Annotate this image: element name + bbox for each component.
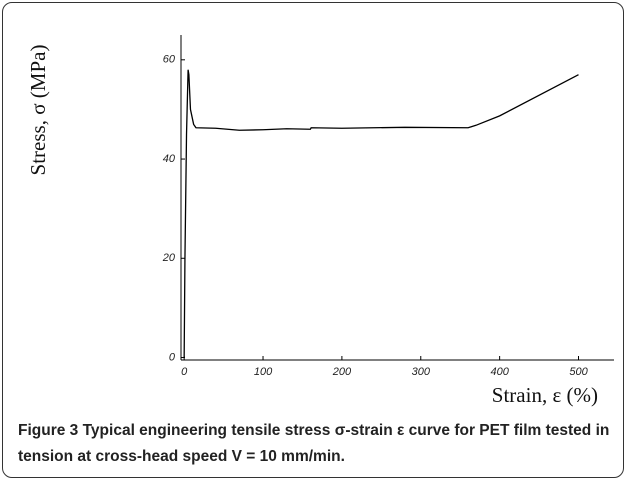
y-axis-title: Stress, σ (MPa) <box>26 45 50 176</box>
stress-strain-curve <box>183 69 579 358</box>
caption: Figure 3 Typical engineering tensile str… <box>18 418 618 470</box>
x-tick-label: 200 <box>332 366 352 378</box>
y-tick-label: 60 <box>163 54 176 66</box>
x-axis-title: Strain, ε (%) <box>492 383 598 407</box>
x-tick-label: 500 <box>569 366 588 378</box>
caption-label: Figure 3 <box>18 422 79 439</box>
x-tick-label: 400 <box>490 366 509 378</box>
y-tick-label: 0 <box>169 351 176 363</box>
y-tick-label: 20 <box>162 252 176 264</box>
x-tick-label: 300 <box>412 366 431 378</box>
x-tick-label: 0 <box>181 366 188 378</box>
caption-text: Typical engineering tensile stress σ-str… <box>18 422 610 465</box>
x-tick-label: 100 <box>254 366 273 378</box>
chart: Stress, σ (MPa) Strain, ε (%) 0 20 40 60 0 10… <box>26 35 614 407</box>
figure-frame <box>2 2 624 478</box>
y-tick-label: 40 <box>163 153 176 165</box>
